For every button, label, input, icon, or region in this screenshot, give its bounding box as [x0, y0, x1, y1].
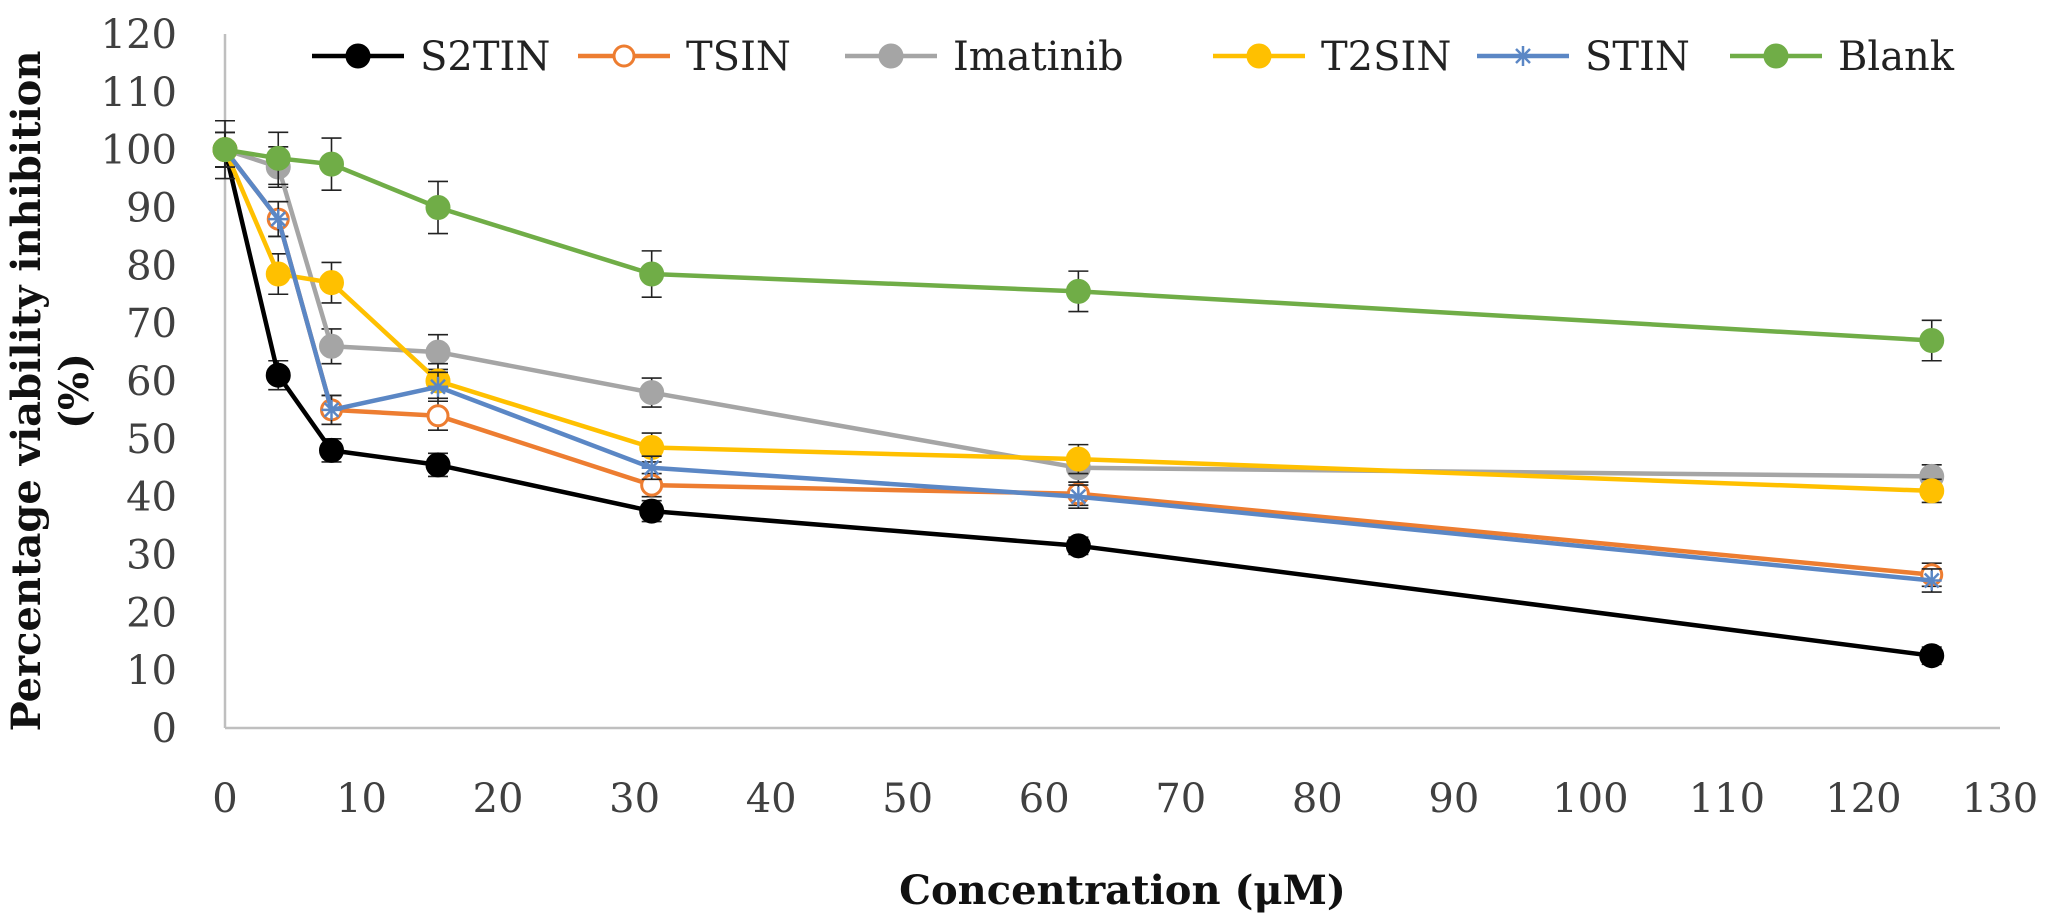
- y-axis-title: Percentage viability inhibition(%): [3, 51, 98, 732]
- x-tick-label: 10: [336, 776, 387, 822]
- data-point: [1065, 533, 1091, 559]
- data-point: [641, 457, 662, 478]
- legend-swatch-marker: [1246, 43, 1272, 69]
- series-line: [222, 148, 1932, 494]
- series-t2sin: [212, 131, 1945, 504]
- legend-item-blank: Blank: [1730, 34, 1955, 80]
- data-point: [212, 137, 238, 163]
- data-point: [425, 452, 451, 478]
- legend-item-t2sin: T2SIN: [1213, 34, 1451, 80]
- legend-label: Imatinib: [953, 34, 1124, 80]
- data-point: [426, 404, 450, 428]
- legend-item-tsin: TSIN: [578, 34, 791, 80]
- x-tick-label: 60: [1019, 776, 1070, 822]
- legend-item-imatinib: Imatinib: [845, 34, 1124, 80]
- series-stin: [215, 131, 1942, 593]
- data-point: [1919, 478, 1945, 504]
- data-point: [639, 261, 665, 287]
- x-tick-label: 70: [1155, 776, 1206, 822]
- x-tick-label: 30: [609, 776, 660, 822]
- x-tick-label: 90: [1428, 776, 1479, 822]
- data-point: [1919, 643, 1945, 669]
- tick-labels: 0 10 20 30 40 50 60 70 80 90 100 110 120 0 10 20 30 40 50 6…: [101, 12, 2039, 822]
- data-point: [639, 380, 665, 406]
- y-tick-label: 50: [126, 417, 177, 463]
- legend-swatch-marker: [1763, 43, 1789, 69]
- data-point: [425, 195, 451, 220]
- x-tick-label: 40: [746, 776, 797, 822]
- x-tick-label: 120: [1825, 776, 1901, 822]
- data-point: [268, 209, 289, 230]
- data-point: [265, 145, 291, 171]
- y-tick-label: 40: [126, 475, 177, 521]
- legend-label: T2SIN: [1321, 34, 1451, 80]
- data-point: [1921, 570, 1942, 591]
- x-tick-label: 0: [212, 776, 237, 822]
- axes: [223, 34, 2000, 730]
- data-point: [319, 270, 344, 296]
- legend-swatch-marker: [345, 43, 371, 69]
- data-point: [428, 376, 448, 397]
- series-blank: [212, 119, 1945, 362]
- legend: S2TIN TSIN Imatinib T2SIN STIN Blank: [312, 34, 1955, 80]
- data-point: [319, 151, 344, 177]
- x-axis-title: Concentration (μM): [899, 867, 1346, 914]
- x-tick-label: 20: [473, 776, 524, 822]
- y-tick-label: 110: [101, 70, 177, 116]
- y-tick-label: 60: [126, 359, 177, 405]
- y-tick-label: 0: [152, 706, 177, 752]
- legend-item-s2tin: S2TIN: [312, 34, 550, 80]
- legend-swatch-marker: [1513, 46, 1533, 66]
- data-point: [639, 498, 665, 524]
- y-tick-label: 120: [101, 12, 177, 58]
- y-tick-label: 20: [126, 590, 177, 636]
- legend-swatch-marker: [878, 43, 904, 69]
- data-point: [1065, 446, 1091, 472]
- data-point: [1068, 486, 1089, 507]
- y-tick-label: 100: [101, 128, 177, 174]
- x-tick-label: 110: [1689, 776, 1765, 822]
- y-tick-label: 80: [126, 243, 177, 289]
- data-point: [1919, 328, 1945, 354]
- series-group: [212, 119, 1945, 669]
- y-tick-label: 90: [126, 186, 177, 232]
- x-tick-label: 100: [1552, 776, 1628, 822]
- y-tick-label: 30: [126, 533, 177, 579]
- legend-label: STIN: [1585, 34, 1690, 80]
- data-point: [319, 437, 344, 463]
- legend-swatch-marker: [612, 44, 636, 68]
- legend-label: Blank: [1838, 34, 1955, 80]
- data-point: [1065, 278, 1091, 304]
- legend-label: TSIN: [686, 34, 791, 80]
- y-tick-label: 10: [126, 648, 177, 694]
- series-line: [223, 148, 1932, 583]
- data-point: [425, 339, 451, 365]
- data-point: [319, 333, 344, 359]
- data-point: [321, 399, 342, 420]
- data-point: [265, 362, 291, 388]
- x-tick-label: 80: [1292, 776, 1343, 822]
- data-point: [265, 261, 291, 287]
- y-tick-label: 70: [126, 301, 177, 347]
- legend-item-stin: STIN: [1477, 34, 1690, 80]
- legend-label: S2TIN: [420, 34, 550, 80]
- x-tick-label: 130: [1962, 776, 2038, 822]
- x-tick-label: 50: [882, 776, 933, 822]
